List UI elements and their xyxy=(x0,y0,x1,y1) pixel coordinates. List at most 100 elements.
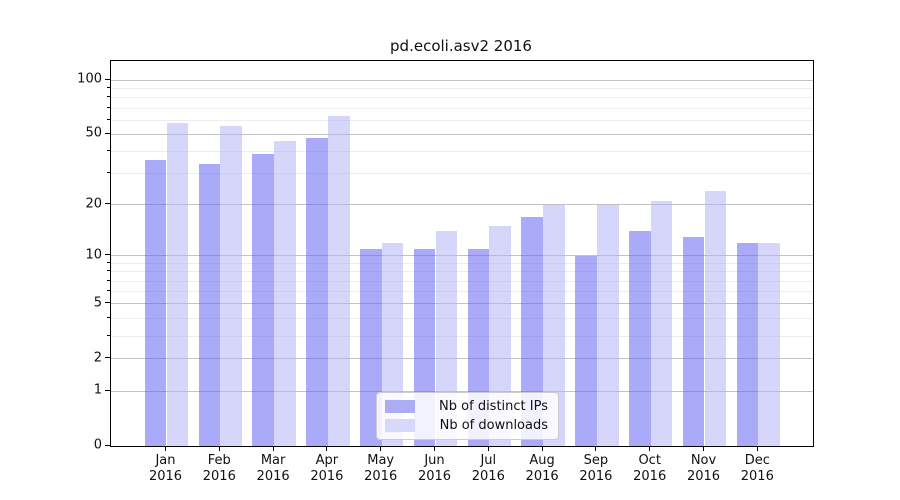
x-tick-label: Aug 2016 xyxy=(525,453,559,485)
y-tick xyxy=(105,78,110,80)
legend-item-downloads: Nb of downloads xyxy=(385,418,548,433)
legend: Nb of distinct IPs Nb of downloads xyxy=(376,392,559,440)
gridline-major xyxy=(111,358,813,360)
x-tick xyxy=(649,446,651,451)
x-tick xyxy=(218,446,220,451)
y-tick-minor xyxy=(107,106,110,108)
bar-distinct-ips xyxy=(198,164,221,446)
gridline-major xyxy=(111,79,813,81)
y-tick-label: 20 xyxy=(85,196,102,212)
bar-downloads xyxy=(489,226,511,446)
bar-distinct-ips xyxy=(252,153,275,446)
y-tick-label: 100 xyxy=(77,71,102,87)
legend-label-downloads: Nb of downloads xyxy=(439,418,548,433)
legend-swatch-distinct-ips-icon xyxy=(385,400,415,413)
gridline-minor xyxy=(111,291,813,293)
y-tick-minor xyxy=(107,262,110,263)
x-tick xyxy=(756,446,758,451)
gridline-major xyxy=(111,255,813,257)
gridline-minor xyxy=(111,97,813,99)
x-tick-label: Nov 2016 xyxy=(686,453,721,485)
x-tick xyxy=(380,446,382,451)
gridline-minor xyxy=(111,151,813,153)
bar-downloads xyxy=(543,204,565,446)
legend-label-distinct-ips: Nb of distinct IPs xyxy=(439,399,548,414)
bar-downloads xyxy=(220,125,242,446)
bar-downloads xyxy=(327,116,350,446)
bar-distinct-ips xyxy=(629,231,651,446)
bar-distinct-ips xyxy=(736,242,759,446)
bar-downloads xyxy=(758,242,780,446)
x-tick xyxy=(165,446,166,451)
y-tick-minor xyxy=(107,290,110,292)
y-tick-minor xyxy=(107,118,110,120)
gridline-major xyxy=(111,133,813,135)
gridline-minor xyxy=(111,107,813,109)
bar-distinct-ips xyxy=(575,255,597,446)
gridline-minor xyxy=(111,173,813,175)
x-tick xyxy=(434,446,435,451)
y-tick-minor xyxy=(107,334,110,336)
x-tick-label: Sep 2016 xyxy=(579,453,613,485)
y-tick-minor xyxy=(107,316,110,318)
x-tick-label: Dec 2016 xyxy=(740,453,774,485)
y-tick-label: 2 xyxy=(93,350,102,366)
gridline-minor xyxy=(111,87,813,89)
y-tick-label: 50 xyxy=(85,125,102,141)
x-tick-label: Jan 2016 xyxy=(148,453,183,485)
bar-distinct-ips xyxy=(306,137,328,446)
x-tick xyxy=(487,446,489,451)
x-tick-label: Feb 2016 xyxy=(202,453,236,485)
y-tick-label: 1 xyxy=(93,382,102,398)
bar-downloads xyxy=(274,140,296,446)
gridline-major xyxy=(111,390,813,392)
y-tick xyxy=(105,254,110,256)
bar-distinct-ips xyxy=(144,159,167,446)
y-tick xyxy=(105,444,110,446)
y-tick-label: 5 xyxy=(93,295,102,311)
y-tick xyxy=(105,132,110,134)
y-tick-minor xyxy=(107,172,110,174)
gridline-major xyxy=(111,204,813,206)
y-tick xyxy=(105,302,110,304)
x-tick-label: Apr 2016 xyxy=(310,453,344,485)
legend-item-distinct-ips: Nb of distinct IPs xyxy=(385,399,548,414)
bar-distinct-ips xyxy=(682,236,705,446)
y-tick xyxy=(105,357,110,359)
bar-downloads xyxy=(596,204,619,446)
gridline-minor xyxy=(111,119,813,121)
x-tick xyxy=(595,446,597,451)
bar-downloads xyxy=(166,122,189,446)
y-tick-minor xyxy=(107,150,110,152)
y-tick xyxy=(105,389,110,391)
gridline-minor xyxy=(111,335,813,337)
chart-title: pd.ecoli.asv2 2016 xyxy=(390,37,532,55)
x-tick-label: Jun 2016 xyxy=(417,453,452,485)
gridline-minor xyxy=(111,280,813,282)
bar-downloads xyxy=(704,190,727,446)
bar-downloads xyxy=(650,201,673,446)
y-tick-minor xyxy=(107,270,110,272)
gridline-minor xyxy=(111,263,813,264)
gridline-major xyxy=(111,303,813,305)
x-tick-label: Jul 2016 xyxy=(471,453,505,485)
x-tick xyxy=(326,446,328,451)
y-tick-label: 0 xyxy=(93,437,102,453)
plot-area: Nb of distinct IPs Nb of downloads xyxy=(110,60,814,447)
gridline-minor xyxy=(111,271,813,273)
legend-swatch-downloads-icon xyxy=(385,419,415,432)
y-tick-minor xyxy=(107,86,110,88)
y-tick-minor xyxy=(107,96,110,98)
y-tick xyxy=(105,203,110,205)
y-tick-minor xyxy=(107,279,110,281)
x-tick xyxy=(703,446,704,451)
x-tick xyxy=(541,446,543,451)
x-tick-label: Mar 2016 xyxy=(256,453,290,485)
x-tick xyxy=(272,446,274,451)
bar-distinct-ips xyxy=(521,216,544,446)
x-tick-label: Oct 2016 xyxy=(633,453,667,485)
gridline-minor xyxy=(111,317,813,319)
y-tick-label: 10 xyxy=(85,247,102,263)
x-tick-label: May 2016 xyxy=(364,453,398,485)
